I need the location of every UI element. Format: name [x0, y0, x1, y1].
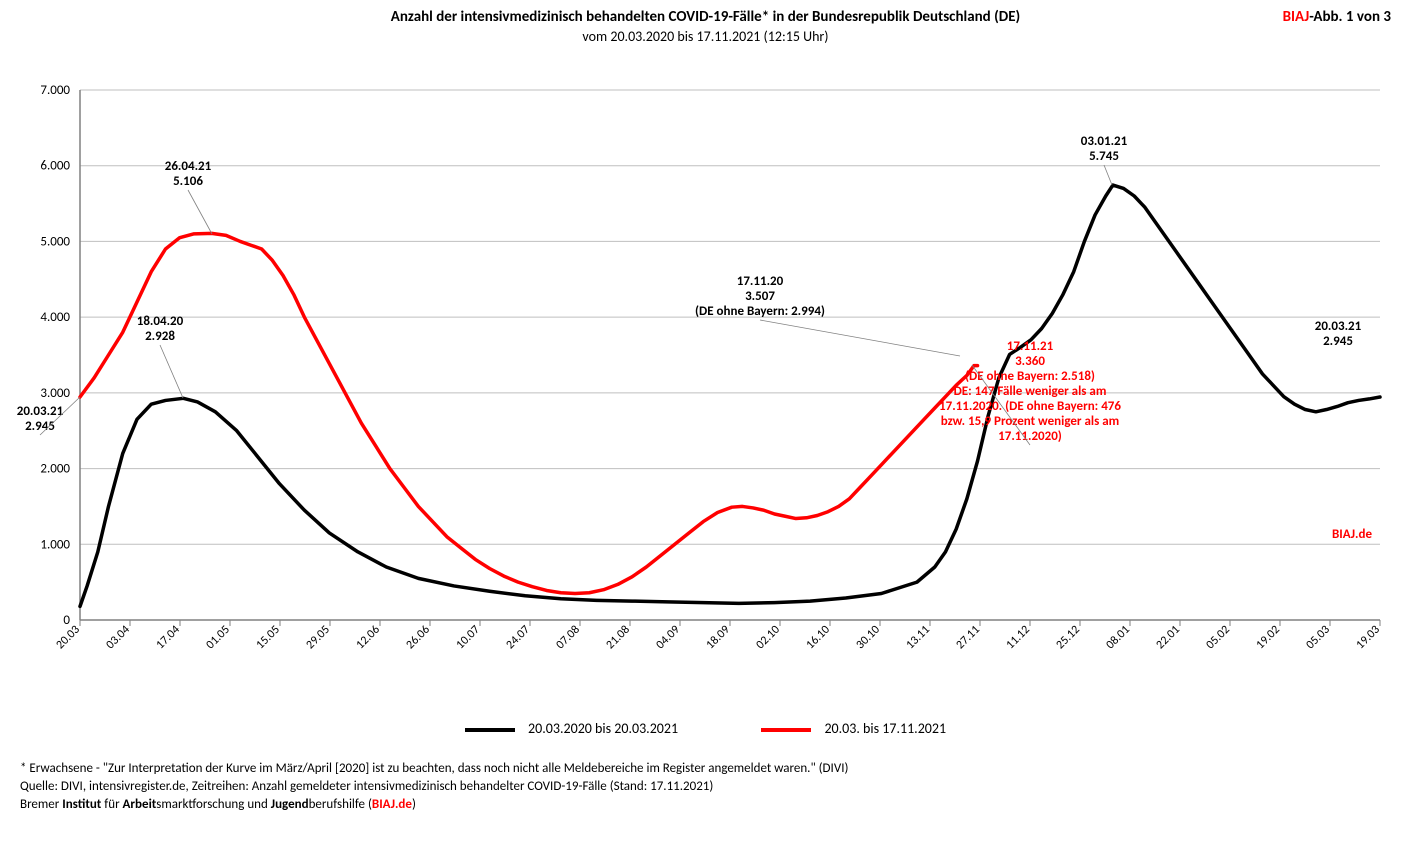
svg-text:07.08: 07.08 — [554, 623, 583, 652]
svg-text:15.05: 15.05 — [254, 623, 283, 652]
svg-text:12.06: 12.06 — [354, 623, 383, 652]
svg-text:24.07: 24.07 — [504, 623, 533, 652]
svg-text:18.09: 18.09 — [704, 623, 733, 652]
chart-container: Anzahl der intensivmedizinisch behandelt… — [0, 0, 1411, 842]
svg-text:29.05: 29.05 — [304, 623, 333, 652]
svg-text:4.000: 4.000 — [40, 310, 70, 325]
svg-text:10.07: 10.07 — [454, 623, 483, 652]
chart-subtitle: vom 20.03.2020 bis 17.11.2021 (12:15 Uhr… — [0, 28, 1411, 45]
svg-text:BIAJ.de: BIAJ.de — [1332, 527, 1372, 542]
svg-text:5.106: 5.106 — [173, 174, 203, 189]
svg-text:1.000: 1.000 — [40, 537, 70, 552]
svg-text:17.04: 17.04 — [154, 623, 183, 652]
svg-text:5.745: 5.745 — [1089, 149, 1119, 164]
chart-title: Anzahl der intensivmedizinisch behandelt… — [0, 8, 1411, 26]
title-area: Anzahl der intensivmedizinisch behandelt… — [0, 0, 1411, 45]
svg-text:6.000: 6.000 — [40, 159, 70, 174]
figure-number: -Abb. 1 von 3 — [1309, 8, 1391, 26]
legend-swatch-black — [465, 728, 515, 732]
svg-text:03.01.21: 03.01.21 — [1081, 134, 1128, 149]
svg-text:3.360: 3.360 — [1015, 354, 1045, 369]
legend-label-black: 20.03.2020 bis 20.03.2021 — [528, 720, 678, 737]
svg-text:19.03: 19.03 — [1354, 623, 1383, 652]
chart-plot: 01.0002.0003.0004.0005.0006.0007.000 20.… — [0, 60, 1411, 720]
svg-text:30.10: 30.10 — [854, 623, 883, 652]
svg-text:03.04: 03.04 — [104, 623, 133, 652]
legend: 20.03.2020 bis 20.03.2021 20.03. bis 17.… — [0, 720, 1411, 737]
svg-text:27.11: 27.11 — [954, 623, 983, 652]
annotations: 20.03.212.94518.04.202.92826.04.215.1061… — [17, 134, 1373, 542]
svg-text:18.04.20: 18.04.20 — [137, 314, 184, 329]
legend-label-red: 20.03. bis 17.11.2021 — [824, 720, 946, 737]
svg-text:19.02: 19.02 — [1254, 623, 1283, 652]
svg-text:20.03.21: 20.03.21 — [17, 404, 64, 419]
svg-text:17.11.2020. (DE ohne Bayern: 4: 17.11.2020. (DE ohne Bayern: 476 — [939, 399, 1121, 414]
footnote-line-3: Bremer Institut für Arbeitsmarktforschun… — [20, 796, 848, 814]
svg-text:3.000: 3.000 — [40, 386, 70, 401]
svg-text:11.12: 11.12 — [1004, 623, 1033, 652]
footer: * Erwachsene - "Zur Interpretation der K… — [20, 760, 848, 815]
svg-text:17.11.20: 17.11.20 — [737, 274, 784, 289]
svg-text:2.945: 2.945 — [25, 419, 55, 434]
svg-text:26.06: 26.06 — [404, 623, 433, 652]
svg-text:05.03: 05.03 — [1304, 623, 1333, 652]
y-axis: 01.0002.0003.0004.0005.0006.0007.000 — [40, 83, 80, 628]
svg-text:17.11.2020): 17.11.2020) — [998, 429, 1062, 444]
svg-text:17.11.21: 17.11.21 — [1007, 339, 1054, 354]
svg-text:7.000: 7.000 — [40, 83, 70, 98]
svg-text:3.507: 3.507 — [745, 289, 775, 304]
svg-text:2.945: 2.945 — [1323, 334, 1353, 349]
svg-text:25.12: 25.12 — [1054, 623, 1083, 652]
biaj-prefix: BIAJ — [1283, 8, 1310, 26]
svg-text:22.01: 22.01 — [1154, 623, 1183, 652]
svg-text:01.05: 01.05 — [204, 623, 233, 652]
x-axis: 20.03 03.04 17.04 01.05 15.05 29.05 12.06 26.06… — [54, 620, 1383, 652]
svg-text:13.11: 13.11 — [904, 623, 933, 652]
svg-text:2.000: 2.000 — [40, 462, 70, 477]
svg-text:20.03: 20.03 — [54, 623, 83, 652]
legend-item-red: 20.03. bis 17.11.2021 — [761, 720, 946, 737]
footnote-line-1: * Erwachsene - "Zur Interpretation der K… — [20, 760, 848, 778]
gridlines — [80, 90, 1380, 620]
legend-swatch-red — [761, 728, 811, 732]
svg-text:04.09: 04.09 — [654, 623, 683, 652]
svg-text:5.000: 5.000 — [40, 234, 70, 249]
svg-text:bzw. 15,9 Prozent weniger als: bzw. 15,9 Prozent weniger als am — [941, 414, 1119, 429]
legend-item-black: 20.03.2020 bis 20.03.2021 — [465, 720, 678, 737]
svg-text:26.04.21: 26.04.21 — [165, 159, 212, 174]
svg-text:20.03.21: 20.03.21 — [1315, 319, 1362, 334]
svg-text:08.01: 08.01 — [1104, 623, 1133, 652]
figure-number-label: BIAJ-Abb. 1 von 3 — [1283, 8, 1391, 26]
svg-text:16.10: 16.10 — [804, 623, 833, 652]
svg-text:05.02: 05.02 — [1204, 623, 1233, 652]
svg-text:02.10: 02.10 — [754, 623, 783, 652]
data-series — [80, 185, 1380, 606]
footnote-line-2: Quelle: DIVI, intensivregister.de, Zeitr… — [20, 778, 848, 796]
svg-text:(DE ohne Bayern: 2.994): (DE ohne Bayern: 2.994) — [695, 304, 825, 319]
svg-text:DE: 147 Fälle weniger als am: DE: 147 Fälle weniger als am — [954, 384, 1107, 399]
svg-text:21.08: 21.08 — [604, 623, 633, 652]
svg-text:2.928: 2.928 — [145, 329, 175, 344]
